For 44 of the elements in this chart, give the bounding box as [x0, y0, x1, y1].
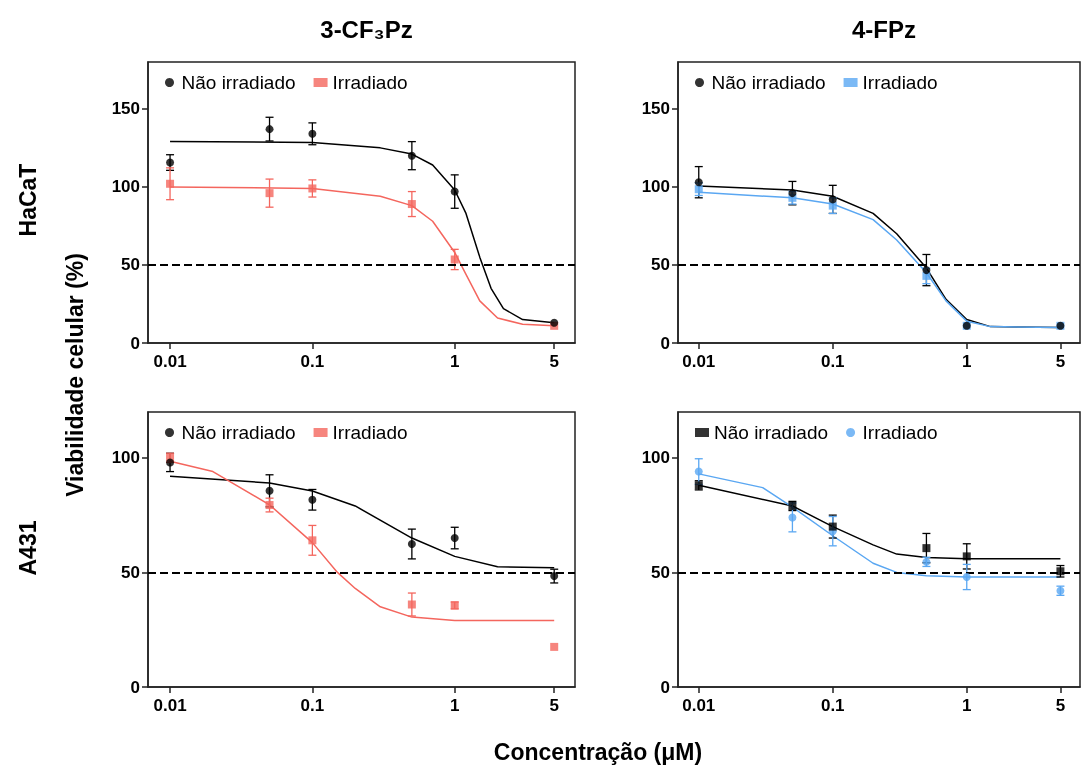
x-tick-label: 5 [1055, 696, 1066, 715]
legend-label: Irradiado [862, 72, 938, 93]
y-tick-label: 50 [651, 255, 670, 275]
x-tick-label: 0.01 [682, 352, 716, 371]
y-tick-label: 50 [121, 255, 140, 275]
y-axis-title: Viabilidade celular (%) [61, 253, 89, 497]
y-tick-label: 100 [641, 177, 670, 197]
legend-label: Não irradiado [181, 72, 296, 93]
x-tick-label: 5 [549, 696, 559, 715]
chart-title: 3-CF₃Pz [320, 15, 413, 43]
y-tick-label: 100 [641, 448, 670, 468]
x-tick-label: 5 [549, 352, 559, 371]
x-tick-label: 0.01 [682, 696, 716, 715]
text: A431 [14, 520, 42, 576]
legend-label: Irradiado [862, 422, 938, 443]
text: HaCaT [14, 163, 42, 237]
y-tick-label: 100 [111, 448, 140, 468]
y-tick-label: 150 [111, 99, 140, 119]
y-tick-label: 0 [660, 677, 670, 697]
y-tick-label: 150 [641, 99, 670, 119]
x-tick-label: 1 [449, 352, 460, 371]
x-tick-label: 0.01 [153, 696, 187, 715]
y-tick-label: 50 [651, 562, 670, 582]
x-tick-label: 1 [449, 696, 460, 715]
y-tick-label: 0 [130, 677, 140, 697]
x-tick-label: 0.01 [153, 352, 187, 371]
legend-label: Não irradiado [711, 72, 826, 93]
legend-label: Irradiado [332, 422, 408, 443]
y-tick-label: 50 [121, 562, 140, 582]
legend-label: Irradiado [332, 72, 408, 93]
y-tick-label: 100 [111, 177, 140, 197]
x-tick-label: 0.1 [300, 352, 325, 371]
y-tick-label: 0 [130, 333, 140, 353]
legend-label: Não irradiado [181, 422, 296, 443]
x-tick-label: 1 [962, 352, 972, 371]
x-tick-label: 0.1 [300, 696, 325, 715]
x-tick-label: 5 [1055, 352, 1066, 371]
legend-label: Não irradiado [714, 422, 829, 443]
x-tick-label: 0.1 [820, 352, 845, 371]
x-tick-label: 1 [962, 696, 972, 715]
x-tick-label: 0.1 [820, 696, 845, 715]
chart-title: 4-FPz [851, 15, 917, 43]
y-tick-label: 0 [660, 333, 670, 353]
x-axis-title: Concentração (μM) [493, 738, 703, 766]
